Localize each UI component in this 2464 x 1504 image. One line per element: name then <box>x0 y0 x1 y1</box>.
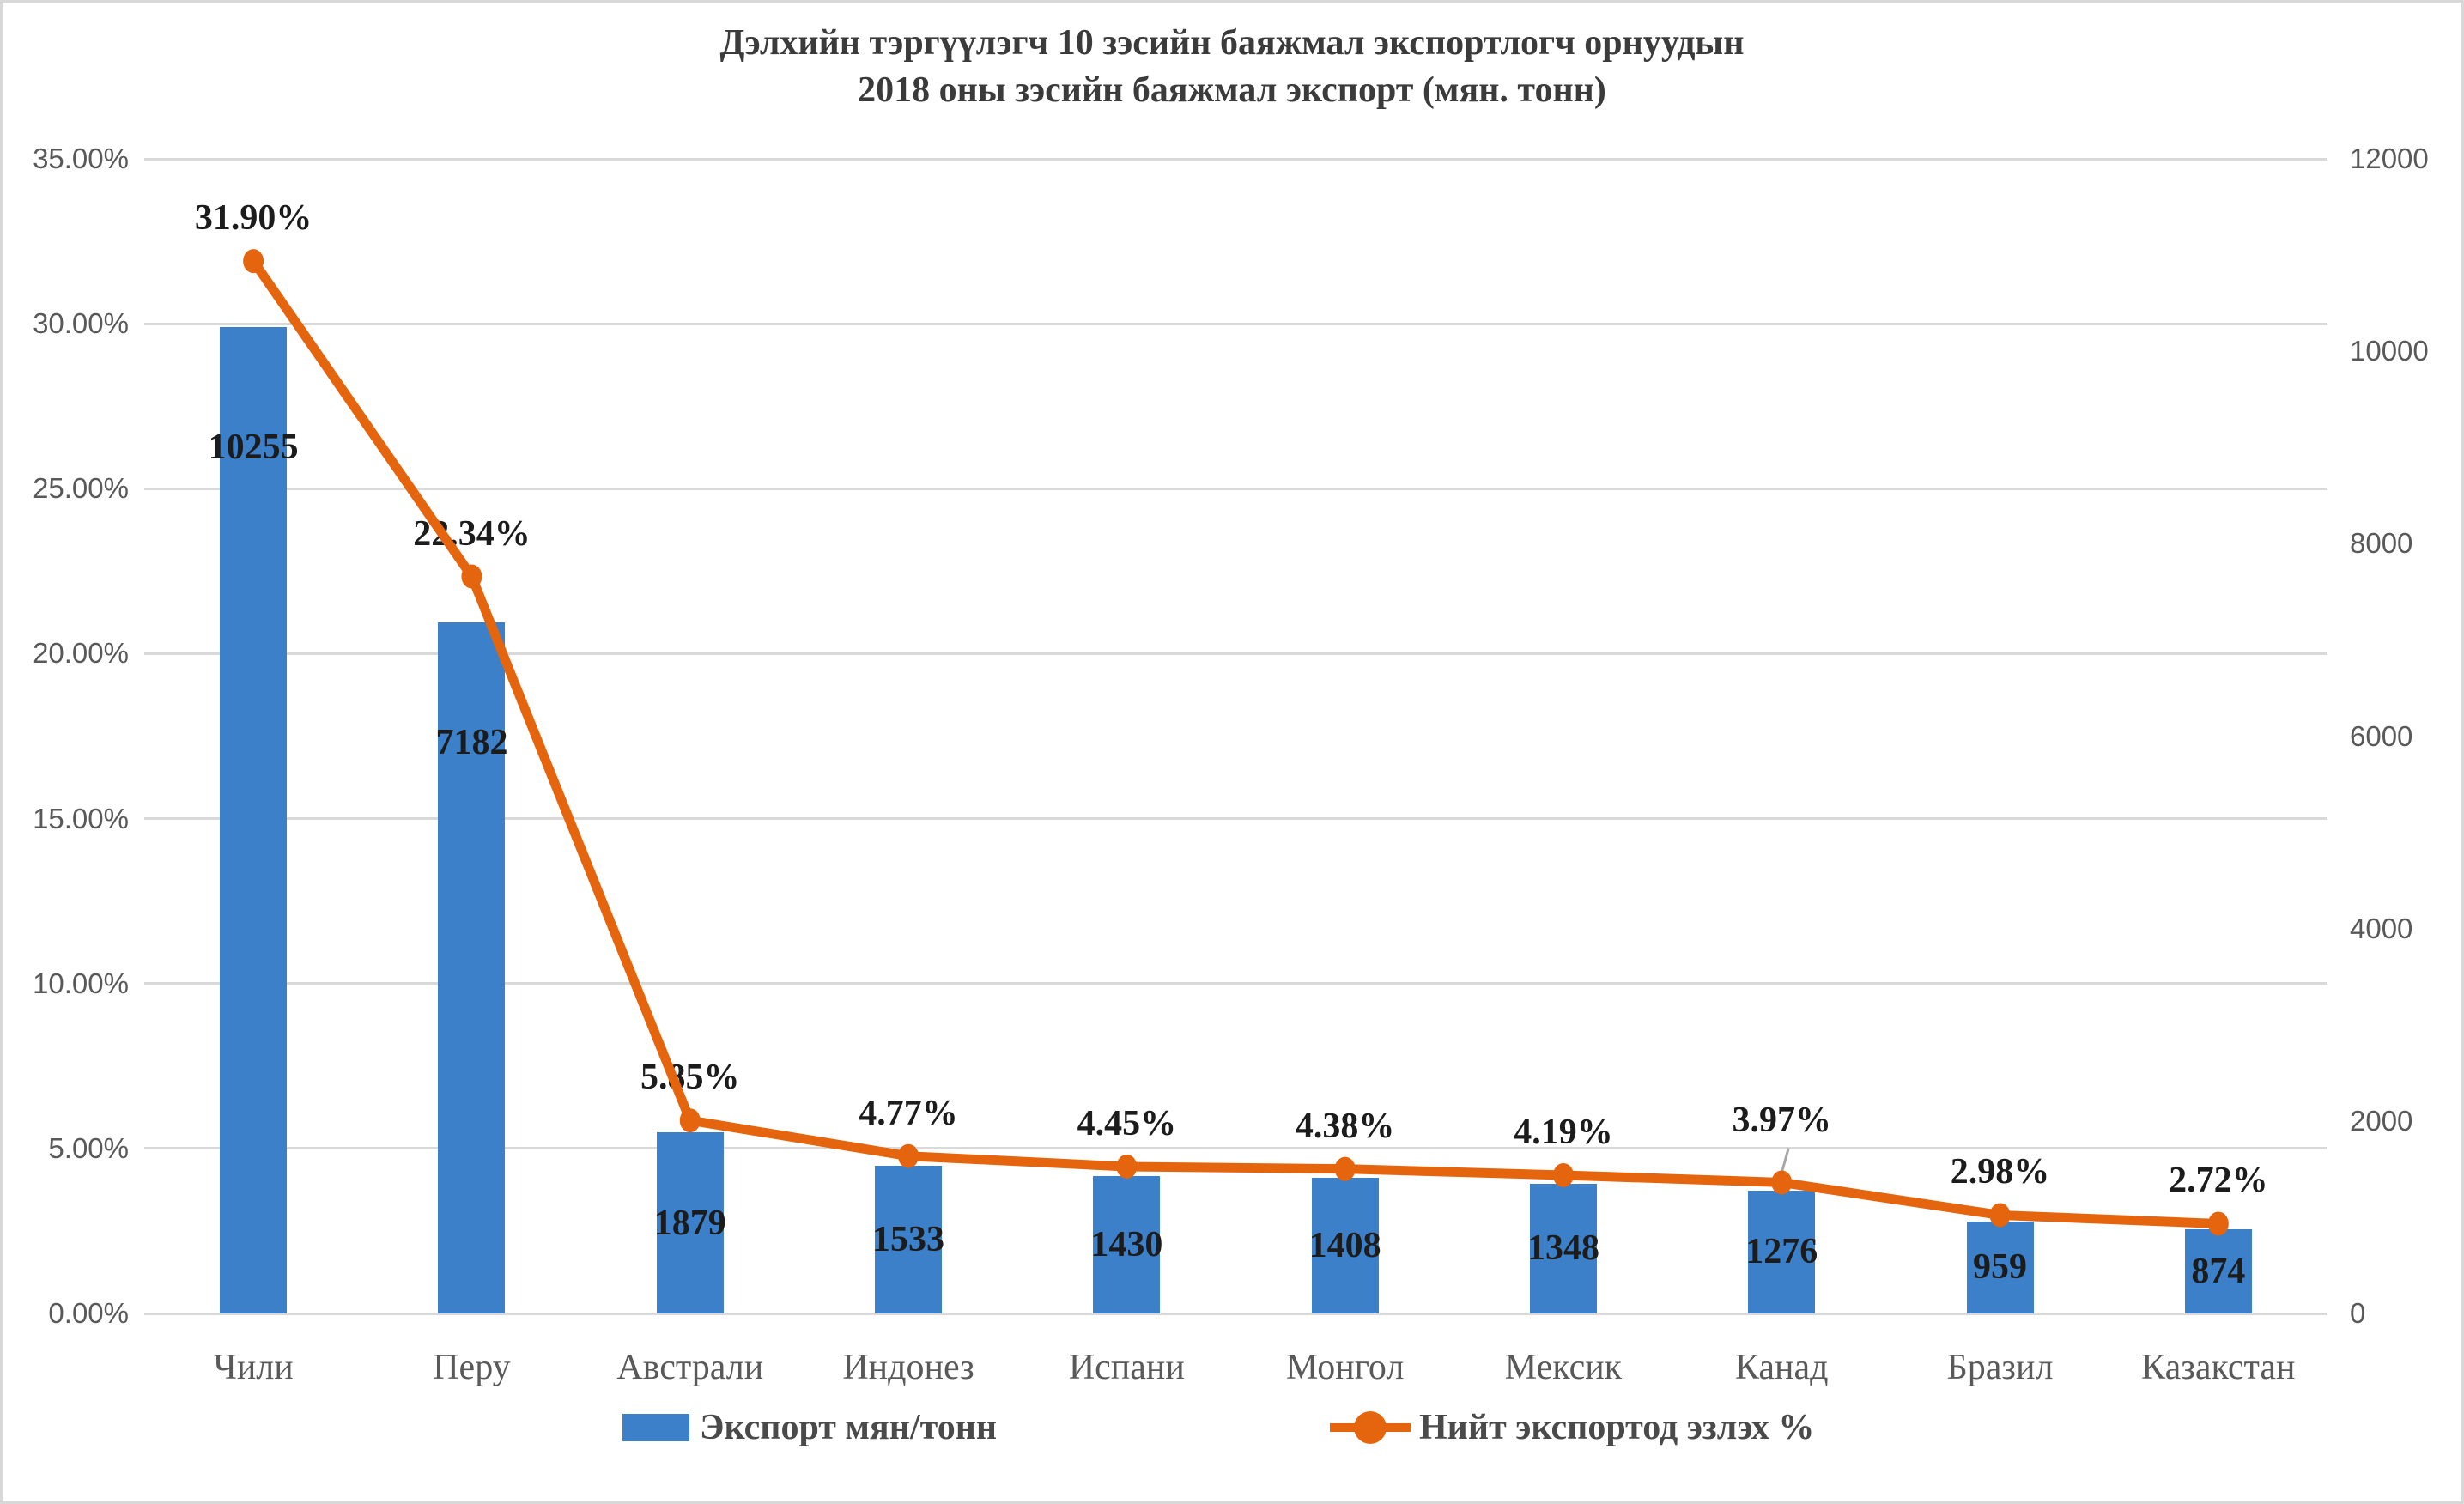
bar-value-label: 7182 <box>435 723 508 763</box>
line-series-path <box>248 256 2224 1228</box>
data-label-leader-line <box>1778 1148 1790 1180</box>
percent-label: 2.72% <box>2169 1161 2268 1201</box>
category-label: Казакстан <box>2141 1348 2296 1387</box>
bar <box>220 326 288 1313</box>
right-axis-tick: 2000 <box>2350 1104 2413 1137</box>
left-axis-tick: 30.00% <box>33 307 129 340</box>
line-marker <box>243 249 264 274</box>
category-label: Испани <box>1068 1348 1185 1387</box>
line-series-layer <box>243 249 2229 1236</box>
bar-value-label: 1276 <box>1745 1232 1818 1272</box>
line-marker <box>461 564 482 589</box>
right-axis-tick: 6000 <box>2350 719 2413 752</box>
left-axis-tick: 10.00% <box>33 967 129 999</box>
chart-title-line1: Дэлхийн тэргүүлэгч 10 зэсийн баяжмал экс… <box>719 23 1745 63</box>
category-label: Австрали <box>616 1348 764 1387</box>
percent-label: 3.97% <box>1732 1101 1832 1141</box>
right-axis-tick: 4000 <box>2350 912 2413 944</box>
category-label: Канад <box>1734 1348 1829 1387</box>
bar <box>1966 1221 2034 1313</box>
left-axis-tick: 0.00% <box>48 1297 129 1329</box>
gridline <box>144 322 2327 325</box>
chart-title-line2: 2018 оны зэсийн баяжмал экспорт (мян. то… <box>858 70 1606 111</box>
percent-label: 4.77% <box>859 1093 958 1133</box>
bar-value-label: 959 <box>1973 1247 2028 1288</box>
gridline <box>144 1312 2327 1315</box>
right-axis-tick: 12000 <box>2350 143 2429 174</box>
gridline <box>144 157 2327 161</box>
line-marker <box>679 1108 701 1133</box>
category-label: Монгол <box>1285 1348 1405 1387</box>
bar-value-label: 874 <box>2191 1252 2246 1292</box>
bar-value-label: 1533 <box>872 1220 945 1260</box>
percent-label: 22.34% <box>413 513 531 554</box>
gridline <box>144 487 2327 490</box>
bar-value-label: 10255 <box>208 427 299 467</box>
category-label: Перу <box>433 1348 511 1387</box>
percent-label: 4.19% <box>1514 1112 1613 1152</box>
chart-title: Дэлхийн тэргүүлэгч 10 зэсийн баяжмал экс… <box>3 20 2461 115</box>
bar-value-label: 1348 <box>1526 1228 1599 1269</box>
legend-entry-bars: Экспорт мян/тонн <box>622 1408 998 1447</box>
left-axis-tick: 15.00% <box>33 802 129 834</box>
percent-label: 5.85% <box>640 1058 740 1098</box>
right-axis-tick: 10000 <box>2350 335 2429 367</box>
right-axis-tick: 8000 <box>2350 527 2413 560</box>
bar <box>2184 1229 2252 1313</box>
category-label: Чили <box>213 1348 294 1387</box>
legend-bars-label: Экспорт мян/тонн <box>700 1408 998 1447</box>
percent-label: 31.90% <box>194 198 313 239</box>
percent-label: 4.38% <box>1295 1106 1395 1146</box>
left-axis-tick: 5.00% <box>48 1131 129 1164</box>
left-axis-tick: 35.00% <box>33 143 129 174</box>
bar-value-label: 1430 <box>1090 1224 1163 1264</box>
category-label: Индонез <box>842 1348 974 1387</box>
bar-swatch-icon <box>622 1414 689 1441</box>
legend-entry-line: Нийт экспортод эзлэх % <box>1330 1408 1815 1447</box>
bar-value-label: 1879 <box>653 1203 726 1243</box>
category-label: Бразил <box>1946 1348 2054 1387</box>
category-label: Мексик <box>1504 1348 1623 1387</box>
bar-value-label: 1408 <box>1308 1226 1381 1266</box>
legend: Экспорт мян/тонн Нийт экспортод эзлэх % <box>3 3 2461 1501</box>
percent-label: 4.45% <box>1077 1103 1177 1143</box>
percent-label: 2.98% <box>1950 1152 2050 1192</box>
line-marker-icon <box>1330 1423 1411 1432</box>
left-axis-tick: 25.00% <box>33 472 129 505</box>
left-axis-tick: 20.00% <box>33 637 129 670</box>
legend-line-label: Нийт экспортод эзлэх % <box>1419 1408 1815 1447</box>
right-axis-tick: 0 <box>2350 1297 2366 1329</box>
